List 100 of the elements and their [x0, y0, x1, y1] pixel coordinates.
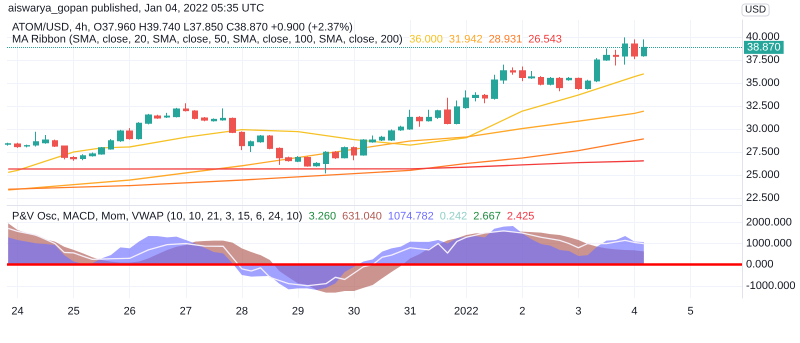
x-tick-label: 29: [292, 306, 304, 318]
candlestick: [14, 142, 21, 148]
candlestick: [388, 128, 395, 142]
y-tick-label: 30.000: [746, 123, 780, 136]
candlestick: [379, 135, 385, 142]
chart-title: P&V Osc, MACD, Mom, VWAP (10, 10, 21, 3, 15, 6, 24, 10): [12, 210, 302, 222]
x-tick-label: 2022: [454, 306, 478, 318]
candlestick: [528, 70, 535, 80]
x-tick-label: 30: [348, 306, 360, 318]
candlestick: [360, 138, 367, 156]
candlestick: [24, 144, 30, 148]
candlestick: [341, 146, 348, 159]
x-tick-label: 25: [67, 306, 80, 318]
text: 36.000: [409, 34, 443, 46]
candlestick: [463, 90, 469, 110]
x-tick-label: 2: [519, 306, 526, 318]
candlestick: [426, 109, 432, 122]
line-series: [8, 110, 644, 191]
candlestick: [173, 107, 180, 118]
candlestick: [454, 100, 460, 125]
y-tick-label: 1000.000: [746, 238, 792, 250]
ref-line-label: 38.870: [747, 41, 781, 54]
candlestick: [108, 138, 114, 150]
candlestick: [192, 110, 198, 120]
annotation: 3.260: [308, 210, 336, 222]
text: MA Ribbon (SMA, close, 20, SMA, close, 50, SMA, close, 100, SMA, close, 200): [12, 34, 403, 46]
candlestick: [154, 114, 161, 120]
candlestick: [491, 74, 498, 100]
text: 31.942: [448, 34, 483, 46]
y-axis-title: USD: [745, 4, 766, 16]
candlestick: [547, 76, 554, 86]
candlestick: [136, 122, 142, 140]
candlestick: [407, 109, 413, 130]
text: 28.931: [488, 34, 522, 46]
y-tick-label: 2000.000: [746, 216, 792, 228]
candlestick: [482, 94, 488, 104]
candlestick: [126, 128, 133, 140]
candlestick: [229, 117, 236, 134]
x-tick-label: 28: [236, 306, 248, 318]
x-tick-label: 31: [404, 306, 416, 318]
candlestick: [248, 140, 254, 153]
candlestick: [201, 116, 208, 122]
chart-title: ATOM/USD, 4h, O37.960 H39.740 L37.850 C38.870 +0.900 (+2.37%): [12, 22, 353, 34]
annotation: 2.667: [473, 210, 501, 222]
candlestick: [145, 113, 152, 125]
candlestick: [631, 38, 638, 60]
series-label: 1074.782: [388, 210, 434, 222]
y-tick-label: 35.000: [746, 77, 780, 90]
y-tick-label: -1000.000: [746, 280, 796, 292]
y-tick-label: 40.000: [746, 31, 780, 44]
y-tick-label: 32.500: [746, 100, 780, 112]
text: aiswarya_gopan published, Jan 04, 2022 05:35 UTC: [8, 2, 264, 14]
candlestick: [566, 76, 572, 82]
candlestick: [444, 97, 451, 125]
candlestick: [323, 150, 329, 174]
candlestick: [211, 118, 217, 122]
candlestick: [351, 146, 357, 161]
candlestick: [267, 134, 273, 150]
text: 26.543: [528, 34, 562, 46]
line-series: [8, 160, 644, 170]
candlestick: [220, 108, 226, 122]
candlestick: [538, 76, 544, 86]
candlestick: [500, 64, 507, 84]
candlestick: [89, 152, 96, 158]
candlestick: [613, 49, 619, 66]
candlestick: [98, 146, 105, 156]
candlestick: [257, 134, 264, 144]
candlestick: [5, 142, 11, 146]
candlestick: [594, 58, 600, 83]
candlestick: [603, 48, 610, 62]
y-tick-label: 25.000: [746, 169, 780, 182]
candlestick: [183, 102, 189, 112]
candlestick: [304, 156, 311, 168]
candlestick: [285, 156, 292, 162]
candlestick: [70, 156, 77, 162]
x-tick-label: 26: [124, 306, 136, 318]
x-tick-label: 4: [631, 306, 638, 318]
text: 631.040: [342, 210, 382, 222]
candlestick: [585, 79, 591, 90]
x-tick-label: 3: [575, 306, 582, 318]
candlestick: [276, 146, 283, 166]
candlestick: [61, 145, 68, 160]
y-tick-label: 37.500: [746, 54, 780, 66]
y-tick-label: 22.500: [746, 192, 780, 204]
line-series: [8, 138, 644, 190]
line-series: [8, 73, 644, 173]
x-tick-label: 5: [688, 306, 694, 318]
y-tick-label: 27.500: [746, 146, 780, 158]
candlestick: [519, 66, 526, 82]
annotation: 2.425: [506, 210, 534, 222]
candlestick: [239, 130, 245, 151]
candlestick: [369, 134, 376, 144]
candlestick: [472, 92, 479, 102]
candlestick: [313, 162, 320, 168]
candlestick: [117, 129, 124, 142]
candlestick: [556, 76, 563, 92]
annotation: 0.242: [440, 210, 468, 222]
candlestick: [80, 154, 86, 161]
candlestick: [510, 66, 516, 76]
candlestick: [52, 139, 58, 148]
